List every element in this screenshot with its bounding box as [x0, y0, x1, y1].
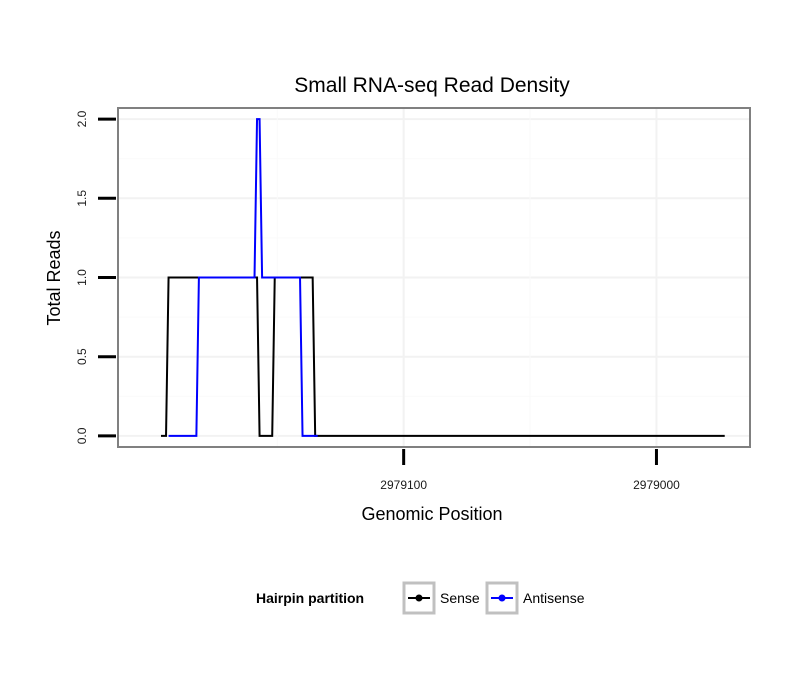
legend-title: Hairpin partition [256, 590, 364, 606]
y-tick-label: 0.5 [75, 348, 89, 365]
legend-label: Sense [440, 590, 480, 606]
legend-key-point [415, 594, 423, 602]
legend: Hairpin partition Sense Antisense [256, 581, 585, 615]
legend-key-point [498, 594, 506, 602]
y-axis-ticks: 0.0 0.5 1.0 1.5 2.0 [75, 110, 116, 444]
y-tick-label: 1.0 [75, 269, 89, 286]
y-axis-title: Total Reads [44, 230, 64, 325]
series-line-antisense [168, 118, 318, 437]
panel-border [117, 107, 751, 448]
legend-item-antisense: Antisense [485, 581, 585, 615]
y-tick-label: 2.0 [75, 110, 89, 127]
y-tick-label: 1.5 [75, 190, 89, 207]
legend-label: Antisense [523, 590, 585, 606]
x-tick-label: 2979100 [380, 478, 427, 492]
legend-item-sense: Sense [402, 581, 480, 615]
y-tick-label: 0.0 [75, 427, 89, 444]
series-layer [160, 118, 725, 437]
plot-panel [117, 107, 751, 448]
x-tick-label: 2979000 [633, 478, 680, 492]
x-axis-title: Genomic Position [361, 504, 502, 524]
chart-title: Small RNA-seq Read Density [294, 74, 570, 97]
x-axis-ticks: 2979100 2979000 [380, 449, 680, 492]
legend-items: Sense Antisense [402, 581, 585, 615]
